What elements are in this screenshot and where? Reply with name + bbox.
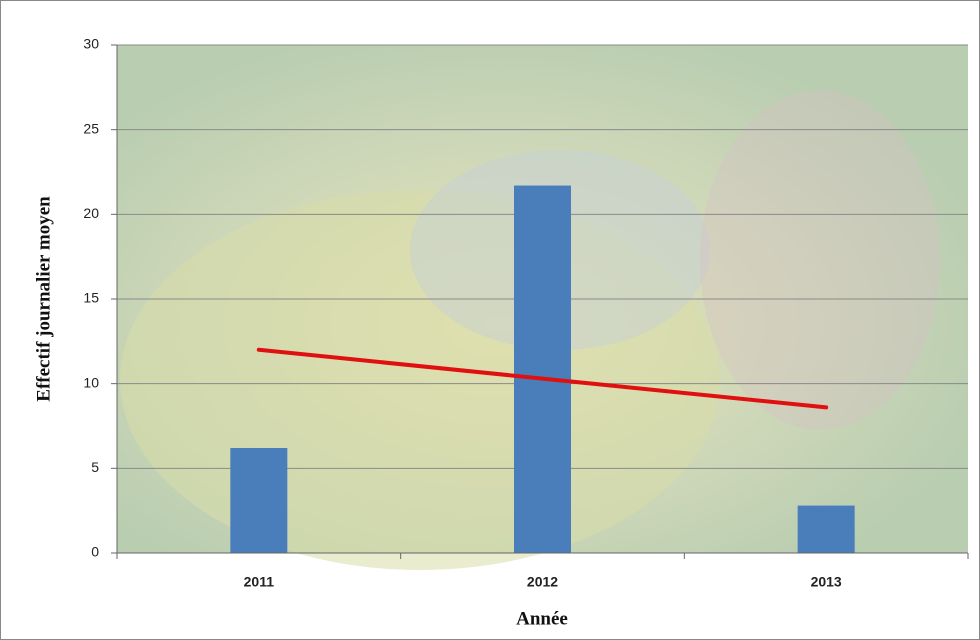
photo-hint xyxy=(700,90,940,430)
y-tick-label: 10 xyxy=(83,374,99,390)
bar xyxy=(230,448,288,553)
marks xyxy=(230,185,855,553)
y-tick-label: 0 xyxy=(91,544,99,560)
y-tick-label: 30 xyxy=(83,36,99,52)
y-tick-label: 25 xyxy=(83,120,99,136)
trend-line xyxy=(256,347,829,410)
y-tick-label: 20 xyxy=(83,205,99,221)
bar xyxy=(514,185,571,553)
x-axis-title: Année xyxy=(516,608,568,629)
bar xyxy=(797,505,855,553)
x-tick-label: 2011 xyxy=(244,574,275,590)
x-tick-label: 2012 xyxy=(527,574,558,590)
y-tick-label: 5 xyxy=(91,459,99,475)
y-axis-title: Effectif journalier moyen xyxy=(33,196,54,402)
y-tick-label: 15 xyxy=(83,290,99,306)
x-tick-label: 2013 xyxy=(811,574,842,590)
